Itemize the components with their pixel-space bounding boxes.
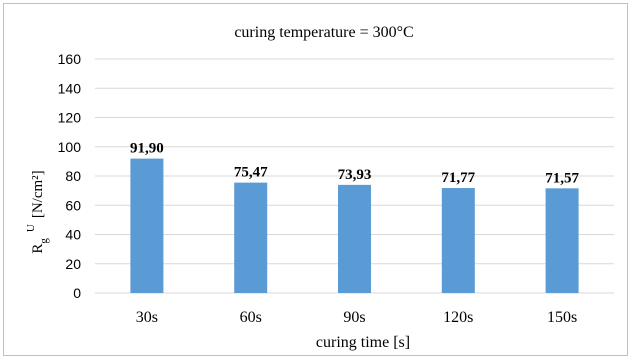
x-axis-ticks: 30s 60s 90s 120s 150s [136, 309, 577, 326]
y-tick-label: 120 [58, 110, 82, 126]
bar [441, 188, 475, 293]
chart-frame [3, 3, 628, 356]
y-tick-label: 100 [58, 139, 82, 155]
x-tick-label: 120s [443, 309, 473, 326]
y-label-sub: g [38, 238, 50, 244]
y-axis-label: RgU [N/cm²] [25, 170, 50, 253]
y-axis-ticks: 0 20 40 60 80 100 120 140 160 [58, 51, 82, 301]
gridlines [95, 58, 614, 294]
chart-title: curing temperature = 300°C [234, 24, 413, 41]
data-label: 71,77 [441, 170, 475, 186]
y-label-unit: [N/cm²] [30, 170, 46, 218]
bars [130, 158, 579, 293]
bar [234, 182, 268, 293]
x-tick-label: 60s [240, 309, 262, 326]
data-label: 73,93 [338, 167, 372, 183]
y-tick-label: 40 [65, 227, 81, 243]
x-tick-label: 90s [343, 309, 365, 326]
y-tick-label: 140 [58, 80, 82, 96]
x-axis-label: curing time [s] [316, 334, 410, 351]
y-label-main: R [30, 244, 46, 254]
x-tick-label: 30s [136, 309, 158, 326]
y-label-sup: U [25, 224, 37, 232]
data-label: 75,47 [234, 165, 268, 181]
bar [545, 188, 579, 293]
data-label: 91,90 [130, 141, 164, 157]
data-labels: 91,90 75,47 73,93 71,77 71,57 [130, 141, 579, 187]
y-tick-label: 20 [65, 256, 81, 272]
y-tick-label: 80 [65, 168, 81, 184]
data-label: 71,57 [545, 170, 579, 186]
x-tick-label: 150s [547, 309, 577, 326]
bar [338, 184, 371, 293]
bar [130, 158, 164, 293]
y-tick-label: 60 [65, 197, 81, 213]
y-tick-label: 0 [73, 285, 81, 301]
y-tick-label: 160 [58, 51, 82, 67]
